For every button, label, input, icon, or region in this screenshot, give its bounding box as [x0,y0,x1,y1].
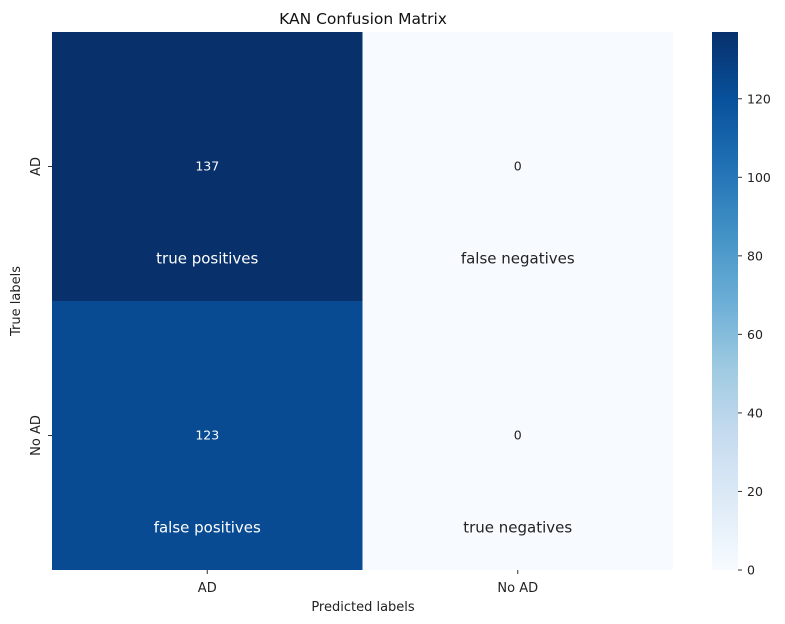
cell-annotation-label: false negatives [461,249,575,267]
heatmap-cell [362,301,673,570]
y-tick-label: AD [29,157,44,176]
colorbar-tick-label: 40 [747,405,763,420]
colorbar-tick-label: 80 [747,248,763,263]
colorbar: 0 20 40 60 80 100 120 [712,32,771,578]
colorbar-tick-label: 20 [747,484,763,499]
y-axis-label: True labels [9,266,24,337]
cell-value-label: 137 [195,159,219,174]
heatmap-cell [52,301,363,570]
colorbar-tick-label: 120 [747,91,771,106]
x-tick-label: No AD [497,581,538,596]
heatmap-cell [362,32,673,301]
cell-annotation-label: true negatives [463,518,572,536]
colorbar-tick-label: 100 [747,170,771,185]
colorbar-tick-label: 60 [747,327,763,342]
y-tick-label: No AD [29,415,44,456]
cell-annotation-label: true positives [156,249,258,267]
colorbar-gradient [712,32,738,570]
colorbar-tick-label: 0 [747,563,755,578]
x-axis-label: Predicted labels [311,600,415,615]
cell-value-label: 0 [514,428,522,443]
heatmap-cells: 137 true positives 0 false negatives 123 fals… [52,32,673,570]
cell-annotation-label: false positives [154,518,261,536]
cell-value-label: 0 [514,159,522,174]
cell-value-label: 123 [195,428,219,443]
chart-title: KAN Confusion Matrix [279,10,447,28]
x-tick-label: AD [198,581,217,596]
heatmap-cell [52,32,363,301]
